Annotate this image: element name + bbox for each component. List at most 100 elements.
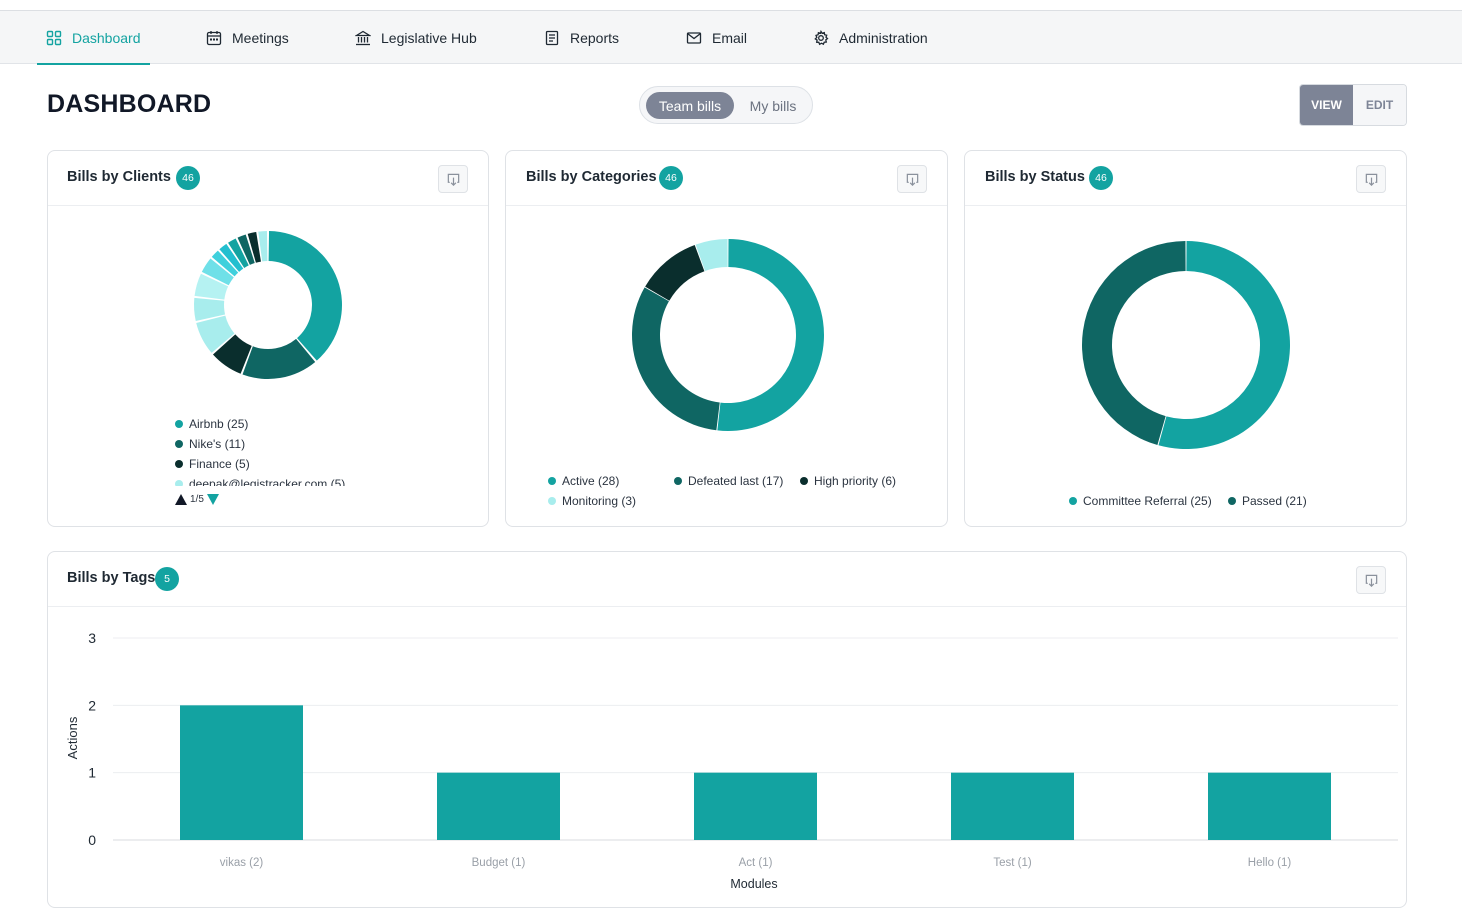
clients-legend: Airbnb (25) Nike's (11) Finance (5) deep… (174, 415, 434, 486)
y-axis-label: Actions (65, 716, 80, 759)
team-bills-option[interactable]: Team bills (646, 92, 734, 119)
count-badge: 5 (155, 567, 179, 591)
page-down-icon[interactable] (206, 494, 219, 505)
legend-dot (175, 420, 183, 428)
donut-slice[interactable] (695, 239, 728, 271)
legend-dot (548, 497, 556, 505)
legend-label: High priority (6) (814, 474, 897, 488)
y-tick-label: 0 (88, 832, 96, 848)
legend-label: Airbnb (25) (189, 417, 249, 431)
donut-slice[interactable] (632, 287, 720, 431)
legend-item[interactable]: Nike's (11) (175, 437, 245, 451)
card-title: Bills by Categories (526, 169, 657, 185)
legend-dot (1228, 497, 1236, 505)
legend-label: deepak@legistracker.com (5) (189, 477, 346, 486)
nav-dashboard[interactable]: Dashboard (37, 11, 149, 65)
bar[interactable] (951, 772, 1074, 840)
donut-slice[interactable] (242, 338, 316, 379)
legend-item[interactable]: deepak@legistracker.com (5) (175, 477, 345, 486)
x-axis-label: Modules (730, 877, 777, 891)
donut-slice[interactable] (268, 231, 342, 361)
download-icon (906, 173, 918, 186)
donut-slice[interactable] (717, 239, 824, 431)
legend-dot (674, 477, 682, 485)
bills-by-categories-card: Bills by Categories 46 Active (28) Defea… (505, 150, 948, 527)
view-button[interactable]: VIEW (1300, 85, 1353, 125)
donut-slice[interactable] (201, 258, 234, 286)
donut-slice[interactable] (237, 234, 255, 265)
download-button[interactable] (897, 165, 927, 193)
legend-item[interactable]: High priority (6) (800, 474, 896, 488)
donut-slice[interactable] (196, 315, 235, 353)
donut-slice[interactable] (194, 273, 229, 300)
legend-label: Committee Referral (25) (1083, 494, 1212, 508)
legend-item[interactable]: Passed (21) (1228, 494, 1307, 508)
x-tick-label: Budget (1) (472, 857, 526, 869)
page-title: DASHBOARD (47, 90, 212, 118)
bank-icon (355, 30, 371, 45)
download-button[interactable] (1356, 566, 1386, 594)
gear-icon (814, 29, 829, 45)
view-edit-toggle: VIEW EDIT (1299, 84, 1407, 126)
nav-email[interactable]: Email (686, 11, 747, 64)
donut-slice[interactable] (247, 231, 261, 263)
bar[interactable] (1208, 772, 1331, 840)
legend-label: Nike's (11) (189, 437, 246, 451)
legend-label: Active (28) (562, 474, 620, 488)
nav-legislative-hub[interactable]: Legislative Hub (355, 11, 477, 64)
donut-slice[interactable] (1082, 241, 1186, 445)
y-tick-label: 2 (88, 697, 96, 713)
nav-administration[interactable]: Administration (813, 11, 928, 64)
nav-meetings[interactable]: Meetings (206, 11, 289, 64)
donut-slice[interactable] (211, 250, 239, 277)
legend-item[interactable]: Committee Referral (25) (1069, 494, 1212, 508)
x-tick-label: vikas (2) (220, 857, 264, 869)
legend-dot (175, 480, 183, 486)
mail-icon (686, 31, 702, 44)
y-tick-label: 1 (88, 765, 96, 781)
card-header: Bills by Clients 46 (48, 151, 488, 206)
donut-slice[interactable] (219, 243, 244, 272)
download-button[interactable] (438, 165, 468, 193)
x-tick-label: Act (1) (739, 857, 773, 869)
dashboard-icon (46, 30, 62, 45)
legend-item[interactable]: Active (28) (548, 474, 619, 488)
legend-dot (1069, 497, 1077, 505)
main-nav: Dashboard Meetings Legislative Hub Repor… (0, 11, 1462, 65)
bar[interactable] (694, 772, 817, 840)
pager-text: 1/5 (190, 494, 204, 505)
clients-donut-chart (194, 231, 342, 379)
legend-dot (175, 440, 183, 448)
donut-slice[interactable] (1158, 241, 1290, 449)
count-badge: 46 (659, 166, 683, 190)
card-header: Bills by Tags 5 (48, 552, 1406, 607)
page-up-icon[interactable] (175, 494, 187, 505)
legend-item[interactable]: Finance (5) (175, 457, 250, 471)
document-icon (545, 30, 559, 45)
x-tick-label: Test (1) (993, 857, 1032, 869)
donut-slice[interactable] (645, 244, 705, 301)
download-button[interactable] (1356, 165, 1386, 193)
bar[interactable] (437, 772, 560, 840)
card-title: Bills by Clients (67, 169, 171, 185)
nav-reports-label: Reports (570, 29, 620, 46)
edit-button[interactable]: EDIT (1353, 85, 1406, 125)
legend-item[interactable]: Airbnb (25) (175, 417, 248, 431)
legend-label: Finance (5) (189, 457, 250, 471)
bar[interactable] (180, 705, 303, 840)
categories-donut-chart (632, 239, 824, 431)
card-title: Bills by Tags (67, 570, 156, 586)
top-strip (0, 0, 1462, 11)
nav-meetings-label: Meetings (232, 29, 289, 46)
legend-dot (800, 477, 808, 485)
y-tick-label: 3 (88, 630, 96, 646)
legend-item[interactable]: Defeated last (17) (674, 474, 783, 488)
donut-slice[interactable] (258, 231, 268, 262)
download-icon (1365, 173, 1377, 186)
my-bills-option[interactable]: My bills (749, 97, 797, 114)
nav-reports[interactable]: Reports (544, 11, 619, 64)
donut-slice[interactable] (228, 238, 249, 268)
donut-slice[interactable] (194, 297, 226, 321)
donut-slice[interactable] (212, 334, 252, 374)
legend-item[interactable]: Monitoring (3) (548, 494, 636, 508)
